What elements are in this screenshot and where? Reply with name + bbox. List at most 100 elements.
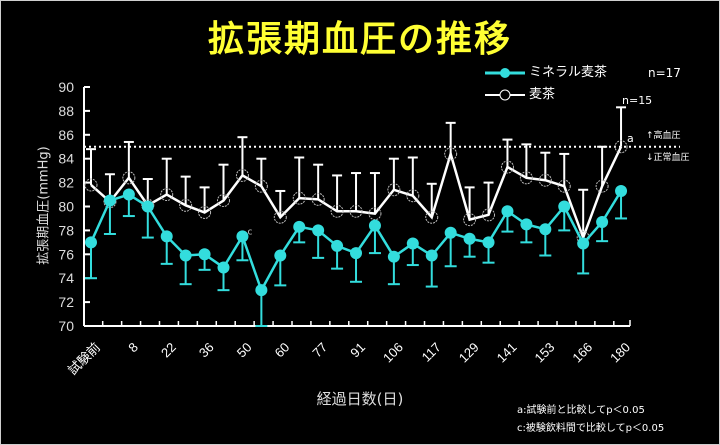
legend-label: ミネラル麦茶 xyxy=(529,65,608,80)
filled-circle-marker xyxy=(520,218,533,231)
filled-circle-marker xyxy=(596,216,609,229)
open-circle-marker xyxy=(425,210,439,224)
filled-circle-marker xyxy=(198,248,211,261)
legend-item-mineral-mugicha: ミネラル麦茶 n=17 xyxy=(483,62,681,84)
legend-label: 麦茶 xyxy=(529,87,556,102)
x-tick-label: 180 xyxy=(607,340,633,366)
y-tick-label: 90 xyxy=(58,79,74,95)
open-circle-marker xyxy=(235,168,249,182)
filled-circle-marker xyxy=(615,184,628,197)
filled-circle-marker xyxy=(539,223,552,236)
filled-circle-marker-icon xyxy=(485,68,525,78)
x-tick-label: 141 xyxy=(494,340,520,366)
open-circle-marker xyxy=(349,204,363,218)
x-tick-label: 試験前 xyxy=(65,340,103,378)
x-tick-label: 129 xyxy=(456,340,482,366)
x-tick-label: 60 xyxy=(272,340,293,361)
filled-circle-marker xyxy=(293,220,306,233)
x-tick-label: 91 xyxy=(347,340,368,361)
filled-circle-marker xyxy=(122,188,135,201)
open-circle-marker xyxy=(538,173,552,187)
filled-circle-marker xyxy=(425,249,438,262)
filled-circle-marker xyxy=(179,249,192,262)
open-circle-marker xyxy=(500,160,514,174)
filled-circle-marker xyxy=(444,226,457,239)
footnote-a: a:試験前と比較してp＜0.05 xyxy=(517,405,645,416)
filled-circle-marker xyxy=(312,224,325,237)
y-tick-label: 80 xyxy=(58,199,74,215)
open-circle-marker xyxy=(160,188,174,202)
y-tick-label: 88 xyxy=(58,103,74,119)
open-circle-marker xyxy=(482,208,496,222)
normal-bp-label: ↓正常血圧 xyxy=(646,153,690,163)
filled-circle-marker xyxy=(558,200,571,213)
y-tick-label: 78 xyxy=(58,222,74,238)
filled-circle-marker xyxy=(387,250,400,263)
open-circle-marker xyxy=(519,171,533,185)
open-circle-marker xyxy=(406,189,420,203)
x-tick-label: 36 xyxy=(196,340,217,361)
filled-circle-marker xyxy=(350,247,363,260)
open-circle-marker xyxy=(595,179,609,193)
chart-title: 拡張期血圧の推移 xyxy=(207,19,512,60)
filled-circle-marker xyxy=(368,219,381,232)
y-tick-label: 84 xyxy=(58,151,74,167)
x-tick-label: 77 xyxy=(309,340,330,361)
annotation-c: c xyxy=(247,227,252,237)
filled-circle-marker xyxy=(160,230,173,243)
y-tick-label: 86 xyxy=(58,127,74,143)
y-tick-label: 72 xyxy=(58,294,74,310)
annotation-a: a xyxy=(627,132,634,145)
filled-circle-marker xyxy=(85,236,97,249)
y-axis-title: 拡張期血圧(mmHg) xyxy=(36,146,52,265)
filled-circle-marker xyxy=(577,237,590,250)
open-circle-marker xyxy=(614,140,628,154)
filled-circle-marker xyxy=(141,200,154,213)
filled-circle-marker xyxy=(463,232,476,245)
open-circle-marker xyxy=(122,171,136,185)
x-tick-label: 106 xyxy=(380,340,406,366)
y-tick-label: 82 xyxy=(58,175,74,191)
filled-circle-marker xyxy=(406,237,419,250)
open-circle-marker xyxy=(84,178,98,192)
legend-item-mugicha: 麦茶 xyxy=(483,84,607,106)
legend-n: n=17 xyxy=(648,66,681,80)
filled-circle-marker xyxy=(217,261,230,274)
y-tick-label: 70 xyxy=(58,318,74,334)
filled-circle-marker xyxy=(501,205,514,218)
x-tick-label: 50 xyxy=(234,340,255,361)
open-circle-marker xyxy=(198,205,212,219)
open-circle-marker xyxy=(179,198,193,212)
filled-circle-marker xyxy=(255,284,268,297)
legend: ミネラル麦茶 n=17 麦茶 xyxy=(483,62,681,106)
x-axis-title: 経過日数(日) xyxy=(316,390,404,408)
x-tick-label: 166 xyxy=(569,340,595,366)
open-circle-marker xyxy=(557,179,571,193)
open-circle-marker xyxy=(292,191,306,205)
open-circle-marker xyxy=(311,192,325,206)
open-circle-marker xyxy=(444,147,458,161)
x-tick-label: 153 xyxy=(531,340,557,366)
open-circle-marker xyxy=(217,194,231,208)
open-circle-marker xyxy=(330,204,344,218)
filled-circle-marker xyxy=(331,239,344,252)
open-circle-marker-icon xyxy=(485,89,525,101)
footnote-c: c:被験飲料間で比較してp＜0.05 xyxy=(517,423,665,434)
x-tick-label: 22 xyxy=(158,340,179,361)
hypertension-label: ↑高血圧 xyxy=(646,131,681,141)
x-tick-label: 8 xyxy=(125,340,141,356)
open-circle-marker xyxy=(254,179,268,193)
footnotes: a:試験前と比較してp＜0.05 c:被験飲料間で比較してp＜0.05 xyxy=(517,402,664,438)
filled-circle-marker xyxy=(103,194,116,207)
y-tick-label: 74 xyxy=(58,270,74,286)
filled-circle-marker xyxy=(236,230,249,243)
n-count-label: n=15 xyxy=(622,94,653,107)
open-circle-marker xyxy=(387,183,401,197)
open-circle-marker xyxy=(463,213,477,227)
x-tick-label: 117 xyxy=(419,340,444,365)
filled-circle-marker xyxy=(274,249,287,262)
open-circle-marker xyxy=(273,210,287,224)
y-tick-label: 76 xyxy=(58,246,74,262)
filled-circle-marker xyxy=(482,236,495,249)
